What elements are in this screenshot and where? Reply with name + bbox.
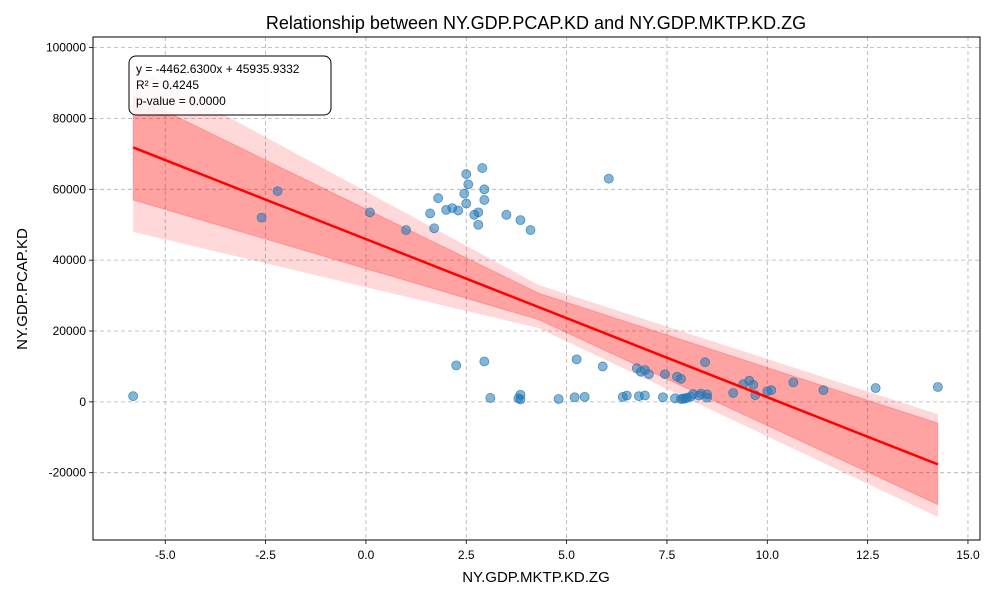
data-point [525,225,536,235]
data-point [477,163,488,173]
regression-equation: y = -4462.6300x + 45935.9332 [136,62,300,76]
data-point [569,392,580,403]
data-point [256,212,267,223]
regression-line [132,146,939,466]
y-tick-label: 20000 [53,324,87,338]
data-point [473,207,484,218]
data-point [459,188,470,199]
x-axis-label: NY.GDP.MKTP.KD.ZG [462,569,610,586]
y-tick-label: 80000 [53,111,87,125]
data-point [272,186,283,196]
x-tick-label: 0.0 [358,548,375,562]
x-tick-label: 12.5 [856,548,880,562]
data-points [128,163,943,405]
x-tick-label: -5.0 [155,548,176,562]
data-point [425,208,436,219]
data-point [639,390,650,401]
data-point [473,219,484,230]
data-point [365,207,375,218]
data-point [932,382,943,392]
data-point [728,388,739,398]
data-point [700,357,710,368]
plot-frame [92,36,981,541]
data-point [461,198,472,209]
y-axis-label: NY.GDP.PCAP.KD [14,228,31,350]
data-point [748,379,759,390]
data-point [128,391,139,402]
data-point [553,394,564,404]
data-point [766,385,777,396]
x-tick-label: 15.0 [956,548,980,562]
data-point [451,360,462,371]
data-point [515,389,526,400]
data-point [515,215,526,226]
data-point [485,393,496,403]
x-tick-label: 7.5 [659,548,676,562]
data-point [501,209,512,220]
y-tick-label: 40000 [53,253,87,267]
data-point [401,225,411,235]
regression-line-group [132,146,939,466]
data-point [453,205,464,216]
data-point [702,389,712,400]
y-tick-label: 100000 [46,41,86,55]
y-tick-label: 0 [79,395,86,409]
r-squared-value: R² = 0.4245 [136,78,199,92]
data-point [870,383,881,393]
x-tick-label: 10.0 [756,548,780,562]
x-tick-label: 5.0 [558,548,575,562]
data-point [621,390,632,401]
data-point [479,184,490,195]
data-point [433,193,444,204]
x-tick-label: -2.5 [255,548,276,562]
data-point [479,195,490,205]
data-point [479,356,490,367]
data-point [658,392,668,403]
data-point [461,169,472,179]
data-point [603,173,614,184]
stats-annotation-box: y = -4462.6300x + 45935.9332 R² = 0.4245… [128,55,332,116]
x-tick-label: 2.5 [458,548,475,562]
p-value: p-value = 0.0000 [136,94,226,108]
data-point [788,377,799,388]
stats-box-frame [128,55,332,116]
data-point [818,385,829,396]
data-point [579,391,590,402]
data-point [571,354,582,365]
y-tick-label: -20000 [49,466,87,480]
data-point [597,361,608,372]
y-tick-label: 60000 [53,182,87,196]
x-axis-ticks: -5.0 -2.5 0.0 2.5 5.0 7.5 10.0 12.5 15.0 [155,540,980,562]
data-point [429,223,440,234]
confidence-band [132,94,939,506]
chart-title: Relationship between NY.GDP.PCAP.KD and … [266,13,806,33]
regression-bands [132,65,939,517]
y-axis-ticks: -20000 0 20000 40000 60000 80000 100000 [46,41,93,480]
data-point [676,373,686,384]
data-point [463,179,474,190]
prediction-band [133,65,938,517]
data-point [660,369,670,380]
data-point [643,369,654,380]
